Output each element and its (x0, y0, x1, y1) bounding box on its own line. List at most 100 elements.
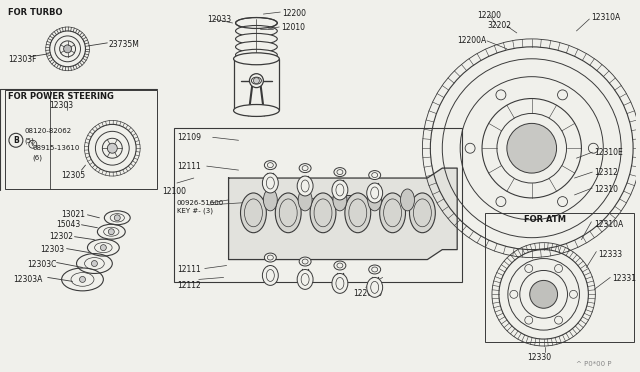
Ellipse shape (268, 163, 273, 168)
Polygon shape (228, 168, 457, 260)
Circle shape (115, 215, 120, 221)
Circle shape (588, 143, 598, 153)
Circle shape (510, 291, 518, 298)
Ellipse shape (234, 53, 279, 65)
Ellipse shape (297, 269, 313, 289)
Ellipse shape (301, 273, 309, 285)
Ellipse shape (302, 259, 308, 264)
Text: FOR ATM: FOR ATM (524, 215, 566, 224)
Text: 12200A: 12200A (457, 36, 486, 45)
Ellipse shape (244, 199, 262, 227)
Text: 13021: 13021 (61, 210, 86, 219)
Ellipse shape (401, 189, 415, 211)
Text: 12111: 12111 (177, 162, 201, 171)
Text: (5): (5) (25, 137, 35, 144)
Ellipse shape (241, 193, 266, 233)
Text: 12033: 12033 (207, 15, 231, 24)
Ellipse shape (334, 168, 346, 177)
Text: 12310: 12310 (595, 185, 618, 194)
Circle shape (108, 229, 115, 235)
Text: 08915-13610: 08915-13610 (33, 145, 80, 151)
Circle shape (79, 276, 86, 282)
Text: 08120-82062: 08120-82062 (25, 128, 72, 134)
Ellipse shape (336, 184, 344, 196)
Ellipse shape (372, 267, 378, 272)
Text: 12302: 12302 (50, 232, 74, 241)
Text: 12303A: 12303A (13, 275, 42, 285)
Bar (234, 59, 279, 110)
Ellipse shape (264, 189, 277, 211)
Ellipse shape (236, 26, 277, 36)
Circle shape (465, 143, 475, 153)
Ellipse shape (336, 278, 344, 289)
Text: 12303: 12303 (50, 100, 74, 109)
Ellipse shape (371, 187, 379, 199)
Ellipse shape (236, 17, 277, 29)
Ellipse shape (236, 33, 277, 44)
Ellipse shape (337, 170, 343, 174)
Circle shape (555, 316, 563, 324)
Circle shape (557, 197, 568, 206)
Ellipse shape (266, 177, 275, 189)
Text: 12100: 12100 (162, 187, 186, 196)
Ellipse shape (333, 189, 347, 211)
Circle shape (250, 74, 264, 88)
Circle shape (555, 264, 563, 272)
Circle shape (530, 280, 557, 308)
Circle shape (570, 291, 577, 298)
Text: ^ P0*00 P: ^ P0*00 P (577, 361, 612, 367)
Ellipse shape (236, 41, 277, 52)
Text: 12310A: 12310A (591, 13, 621, 22)
Ellipse shape (302, 166, 308, 171)
Text: 12310A: 12310A (595, 220, 623, 229)
Ellipse shape (252, 77, 261, 84)
Ellipse shape (371, 281, 379, 294)
Circle shape (496, 197, 506, 206)
Text: 12200: 12200 (282, 9, 307, 18)
Ellipse shape (383, 199, 401, 227)
Ellipse shape (372, 173, 378, 177)
Ellipse shape (275, 193, 301, 233)
Text: 12331: 12331 (612, 275, 636, 283)
Text: 12303: 12303 (40, 245, 64, 254)
Circle shape (496, 90, 506, 100)
Ellipse shape (380, 193, 406, 233)
Text: 12303F: 12303F (8, 55, 36, 64)
Text: 12207S: 12207S (353, 289, 381, 298)
Text: 12312: 12312 (595, 168, 618, 177)
Ellipse shape (332, 273, 348, 294)
Ellipse shape (369, 265, 381, 274)
Circle shape (525, 264, 532, 272)
Ellipse shape (367, 278, 383, 297)
Ellipse shape (298, 189, 312, 211)
Circle shape (100, 245, 106, 251)
Ellipse shape (367, 183, 383, 203)
Ellipse shape (262, 266, 278, 285)
Ellipse shape (310, 193, 336, 233)
Ellipse shape (264, 253, 276, 262)
Ellipse shape (264, 161, 276, 170)
Text: 15043: 15043 (57, 220, 81, 229)
Ellipse shape (299, 164, 311, 173)
Text: FOR TURBO: FOR TURBO (8, 8, 63, 17)
Ellipse shape (297, 176, 313, 196)
Ellipse shape (349, 199, 367, 227)
Ellipse shape (262, 173, 278, 193)
Ellipse shape (369, 171, 381, 180)
Text: FOR POWER STEERING: FOR POWER STEERING (8, 92, 114, 100)
Text: 12303C: 12303C (27, 260, 56, 269)
Circle shape (63, 45, 72, 53)
Circle shape (557, 90, 568, 100)
Circle shape (525, 316, 532, 324)
Ellipse shape (268, 255, 273, 260)
Text: V: V (31, 142, 35, 147)
Bar (340, 195, 350, 200)
Bar (5, 90, 157, 189)
Circle shape (507, 124, 557, 173)
Text: 00926-51600: 00926-51600 (177, 200, 224, 206)
Text: 12310E: 12310E (595, 148, 623, 157)
Circle shape (253, 78, 259, 84)
Ellipse shape (236, 49, 277, 60)
Text: 12333: 12333 (598, 250, 623, 259)
Ellipse shape (314, 199, 332, 227)
